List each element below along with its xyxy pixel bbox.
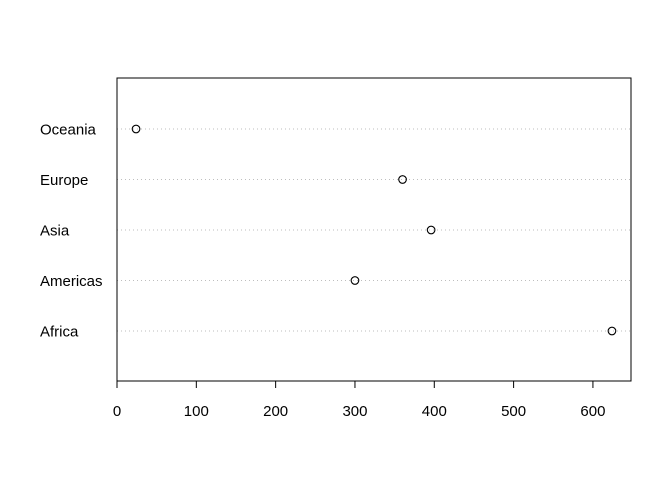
category-label-europe: Europe [40, 172, 88, 189]
category-label-asia: Asia [40, 223, 70, 240]
category-labels: Africa Americas Asia Europe Oceania [40, 122, 103, 341]
point-oceania [131, 124, 141, 134]
category-label-africa: Africa [40, 324, 79, 341]
x-tick-label-400: 400 [422, 403, 447, 420]
point-americas [350, 276, 360, 285]
x-tick-label-500: 500 [501, 403, 526, 420]
x-tick-label-300: 300 [342, 403, 367, 420]
x-tick-label-0: 0 [113, 403, 121, 420]
x-axis: 0 100 200 300 400 500 600 [113, 380, 605, 420]
plot-frame [116, 77, 632, 382]
guide-lines [117, 128, 631, 332]
x-tick-label-100: 100 [184, 403, 209, 420]
point-asia [426, 225, 436, 235]
category-label-oceania: Oceania [40, 122, 97, 139]
point-europe [398, 175, 407, 184]
x-tick-label-200: 200 [263, 403, 288, 420]
point-africa [607, 326, 617, 336]
category-label-americas: Americas [40, 273, 103, 290]
data-points [131, 124, 617, 336]
x-tick-label-600: 600 [580, 403, 605, 420]
